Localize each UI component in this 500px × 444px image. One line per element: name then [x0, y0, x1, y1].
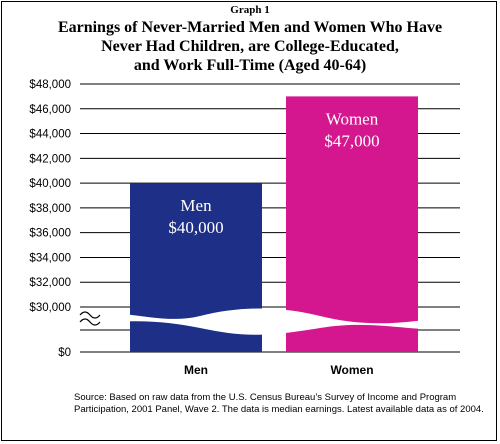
source-line-2: Participation, 2001 Panel, Wave 2. The d…: [74, 404, 484, 415]
title-line-1: Earnings of Never-Married Men and Women …: [57, 19, 443, 36]
axis-break-symbol: [79, 311, 101, 319]
bar-women: [286, 96, 418, 352]
title-line-2: Never Had Children, are College-Educated…: [101, 38, 399, 55]
axis-break-symbol: [79, 318, 101, 326]
source-note: Source: Based on raw data from the U.S. …: [74, 392, 494, 416]
y-tick-label: $36,000: [29, 228, 71, 240]
bar-label-value: $47,000: [324, 131, 379, 150]
y-tick-label: $38,000: [29, 203, 71, 215]
y-tick-label: $44,000: [29, 129, 71, 141]
y-tick-label: $42,000: [29, 153, 71, 165]
axis-break-band: [80, 308, 460, 335]
bar-label-value: $40,000: [168, 218, 223, 237]
y-tick-label: $32,000: [29, 277, 71, 289]
bar-label-name: Women: [326, 109, 379, 128]
y-tick-label: $48,000: [29, 79, 71, 91]
y-tick-label-zero: $0: [58, 347, 71, 359]
source-line-1: Source: Based on raw data from the U.S. …: [74, 392, 457, 403]
chart-title: Earnings of Never-Married Men and Women …: [0, 18, 500, 75]
y-tick-label: $30,000: [29, 302, 71, 314]
graph-label: Graph 1: [230, 4, 270, 16]
bar-label-name: Men: [180, 196, 212, 215]
x-category-label: Men: [184, 363, 208, 377]
x-category-label: Women: [330, 363, 373, 377]
y-tick-label: $46,000: [29, 104, 71, 116]
title-line-3: and Work Full-Time (Aged 40-64): [133, 57, 367, 74]
y-tick-label: $34,000: [29, 252, 71, 264]
y-tick-label: $40,000: [29, 178, 71, 190]
